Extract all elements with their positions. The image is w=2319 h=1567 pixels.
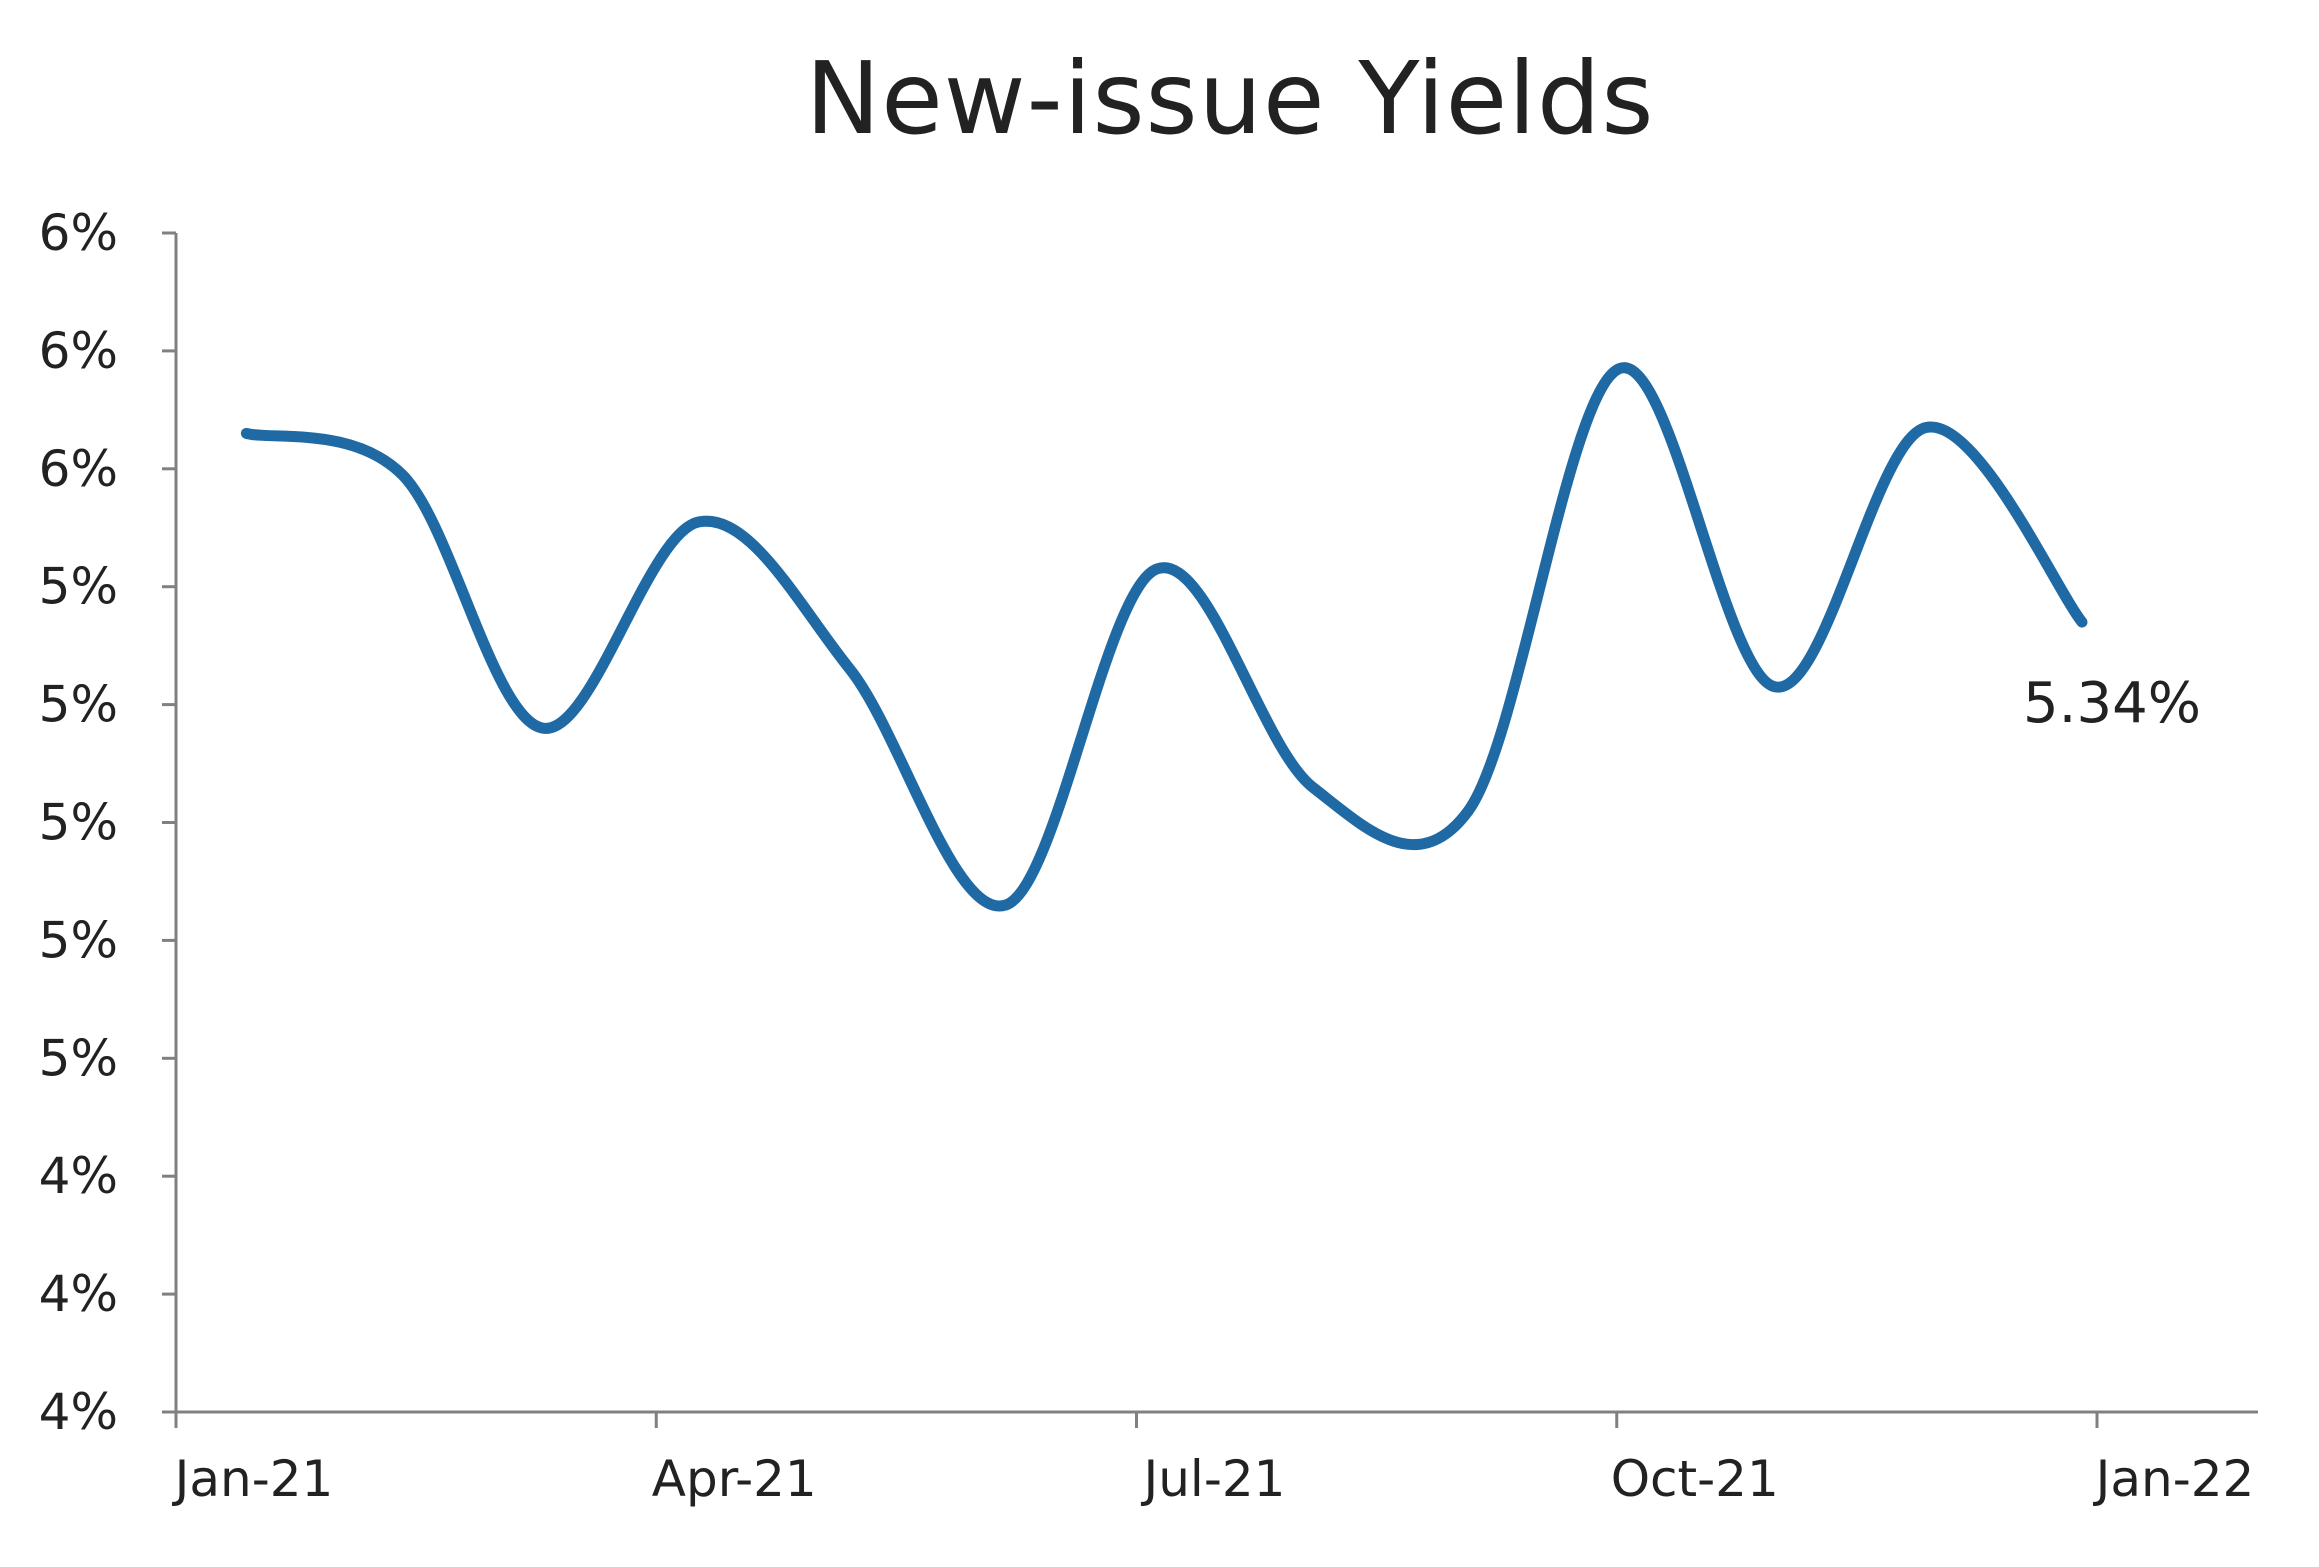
y-tick-label: 6% [39,440,118,498]
chart-title: New-issue Yields [805,40,1655,157]
y-tick-label: 5% [39,1029,118,1087]
y-axis-ticks: 4% 4% 4% 5% 5% 5% 5% 5% 6% 6% 6% [39,204,176,1441]
y-tick-label: 5% [39,558,118,616]
series-layer: 5.34% [240,362,2201,912]
x-tick-label: Apr-21 [652,1450,817,1508]
y-tick-label: 5% [39,911,118,969]
y-tick-label: 4% [39,1147,118,1205]
y-tick-label: 6% [39,322,118,380]
y-tick-label: 4% [39,1383,118,1441]
y-tick-label: 5% [39,676,118,734]
x-axis-ticks: Jan-21 Apr-21 Jul-21 Oct-21 Jan-22 [172,1412,2255,1508]
y-tick-label: 4% [39,1265,118,1323]
y-tick-label: 6% [39,204,118,262]
x-tick-label: Jan-22 [2093,1450,2255,1508]
end-value-label: 5.34% [2023,671,2201,736]
x-tick-label: Jul-21 [1141,1450,1286,1508]
y-tick-label: 5% [39,794,118,852]
x-tick-label: Jan-21 [172,1450,334,1508]
x-tick-label: Oct-21 [1611,1450,1779,1508]
series-line [240,362,2088,912]
